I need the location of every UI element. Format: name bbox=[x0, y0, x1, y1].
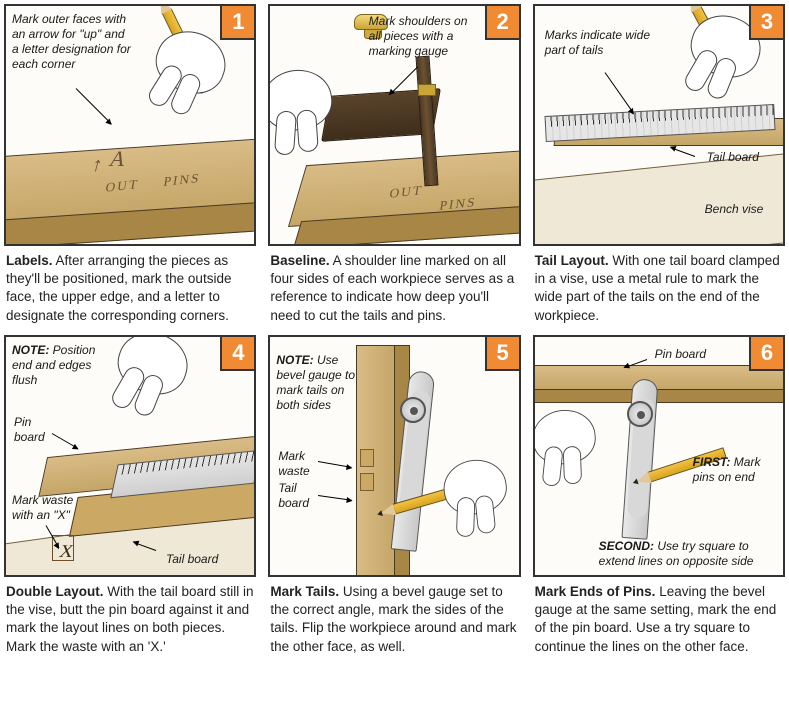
bench-vise bbox=[533, 152, 785, 246]
step-5-illustration: 5 NOTE: Use bevel gauge to mark tails on… bbox=[268, 335, 520, 577]
step-number-badge: 2 bbox=[485, 6, 519, 40]
leader-line bbox=[604, 72, 633, 114]
step-number-badge: 3 bbox=[749, 6, 783, 40]
tail-notch bbox=[360, 473, 374, 491]
callout-bench-vise: Bench vise bbox=[705, 202, 764, 217]
step-2-caption: Baseline. A shoulder line marked on all … bbox=[268, 252, 520, 325]
step-6: 6 Pin board FIRST: Mark pins on end SECO… bbox=[533, 335, 785, 656]
callout-tail-board: Tail board bbox=[707, 150, 759, 165]
step-5: 5 NOTE: Use bevel gauge to mark tails on… bbox=[268, 335, 520, 656]
step-3-caption: Tail Layout. With one tail board clamped… bbox=[533, 252, 785, 325]
step-6-illustration: 6 Pin board FIRST: Mark pins on end SECO… bbox=[533, 335, 785, 577]
callout-pin-board: Pin board bbox=[14, 415, 64, 445]
gauge-pin bbox=[418, 84, 436, 96]
callout-mark-waste-x: Mark waste with an "X" bbox=[12, 493, 92, 523]
callout-pin-board: Pin board bbox=[655, 347, 706, 362]
step-3: 3 Marks indicate wide part of tails Tail… bbox=[533, 4, 785, 325]
callout-second: SECOND: Use try square to extend lines o… bbox=[599, 539, 779, 569]
callout-shoulders: Mark shoulders on all pieces with a mark… bbox=[369, 14, 479, 59]
callout-marks-tails: Marks indicate wide part of tails bbox=[545, 28, 655, 58]
callout-first: FIRST: Mark pins on end bbox=[693, 455, 777, 485]
callout-note-flush: NOTE: Position end and edges flush bbox=[12, 343, 98, 388]
callout-note-bevel: NOTE: Use bevel gauge to mark tails on b… bbox=[276, 353, 364, 413]
step-2-illustration: 2 Mark shoulders on all pieces with a ma… bbox=[268, 4, 520, 246]
step-6-caption: Mark Ends of Pins. Leaving the bevel gau… bbox=[533, 583, 785, 656]
instruction-grid: 1 Mark outer faces with an arrow for "up… bbox=[4, 4, 785, 656]
step-number-badge: 6 bbox=[749, 337, 783, 371]
step-4-caption: Double Layout. With the tail board still… bbox=[4, 583, 256, 656]
bevel-pivot bbox=[627, 401, 653, 427]
step-4-illustration: 4 NOTE: Position end and edges flush Pin… bbox=[4, 335, 256, 577]
step-4: 4 NOTE: Position end and edges flush Pin… bbox=[4, 335, 256, 656]
hand-icon bbox=[440, 455, 511, 519]
step-1-caption: Labels. After arranging the pieces as th… bbox=[4, 252, 256, 325]
leader-line bbox=[670, 147, 695, 157]
callout-mark-waste: Mark waste bbox=[278, 449, 328, 479]
hand-icon bbox=[110, 335, 195, 402]
callout-tail-board: Tail board bbox=[166, 552, 226, 567]
pin-board-horizontal bbox=[533, 365, 785, 391]
step-1: 1 Mark outer faces with an arrow for "up… bbox=[4, 4, 256, 325]
callout-outer-faces: Mark outer faces with an arrow for "up" … bbox=[12, 12, 132, 72]
step-5-caption: Mark Tails. Using a bevel gauge set to t… bbox=[268, 583, 520, 656]
leader-line bbox=[76, 88, 112, 124]
pin-board-end bbox=[533, 389, 785, 403]
step-3-illustration: 3 Marks indicate wide part of tails Tail… bbox=[533, 4, 785, 246]
hand-icon bbox=[533, 407, 598, 467]
step-number-badge: 4 bbox=[220, 337, 254, 371]
step-number-badge: 1 bbox=[220, 6, 254, 40]
tail-notch bbox=[360, 449, 374, 467]
step-1-illustration: 1 Mark outer faces with an arrow for "up… bbox=[4, 4, 256, 246]
step-number-badge: 5 bbox=[485, 337, 519, 371]
callout-tail-board: Tail board bbox=[278, 481, 328, 511]
step-2: 2 Mark shoulders on all pieces with a ma… bbox=[268, 4, 520, 325]
